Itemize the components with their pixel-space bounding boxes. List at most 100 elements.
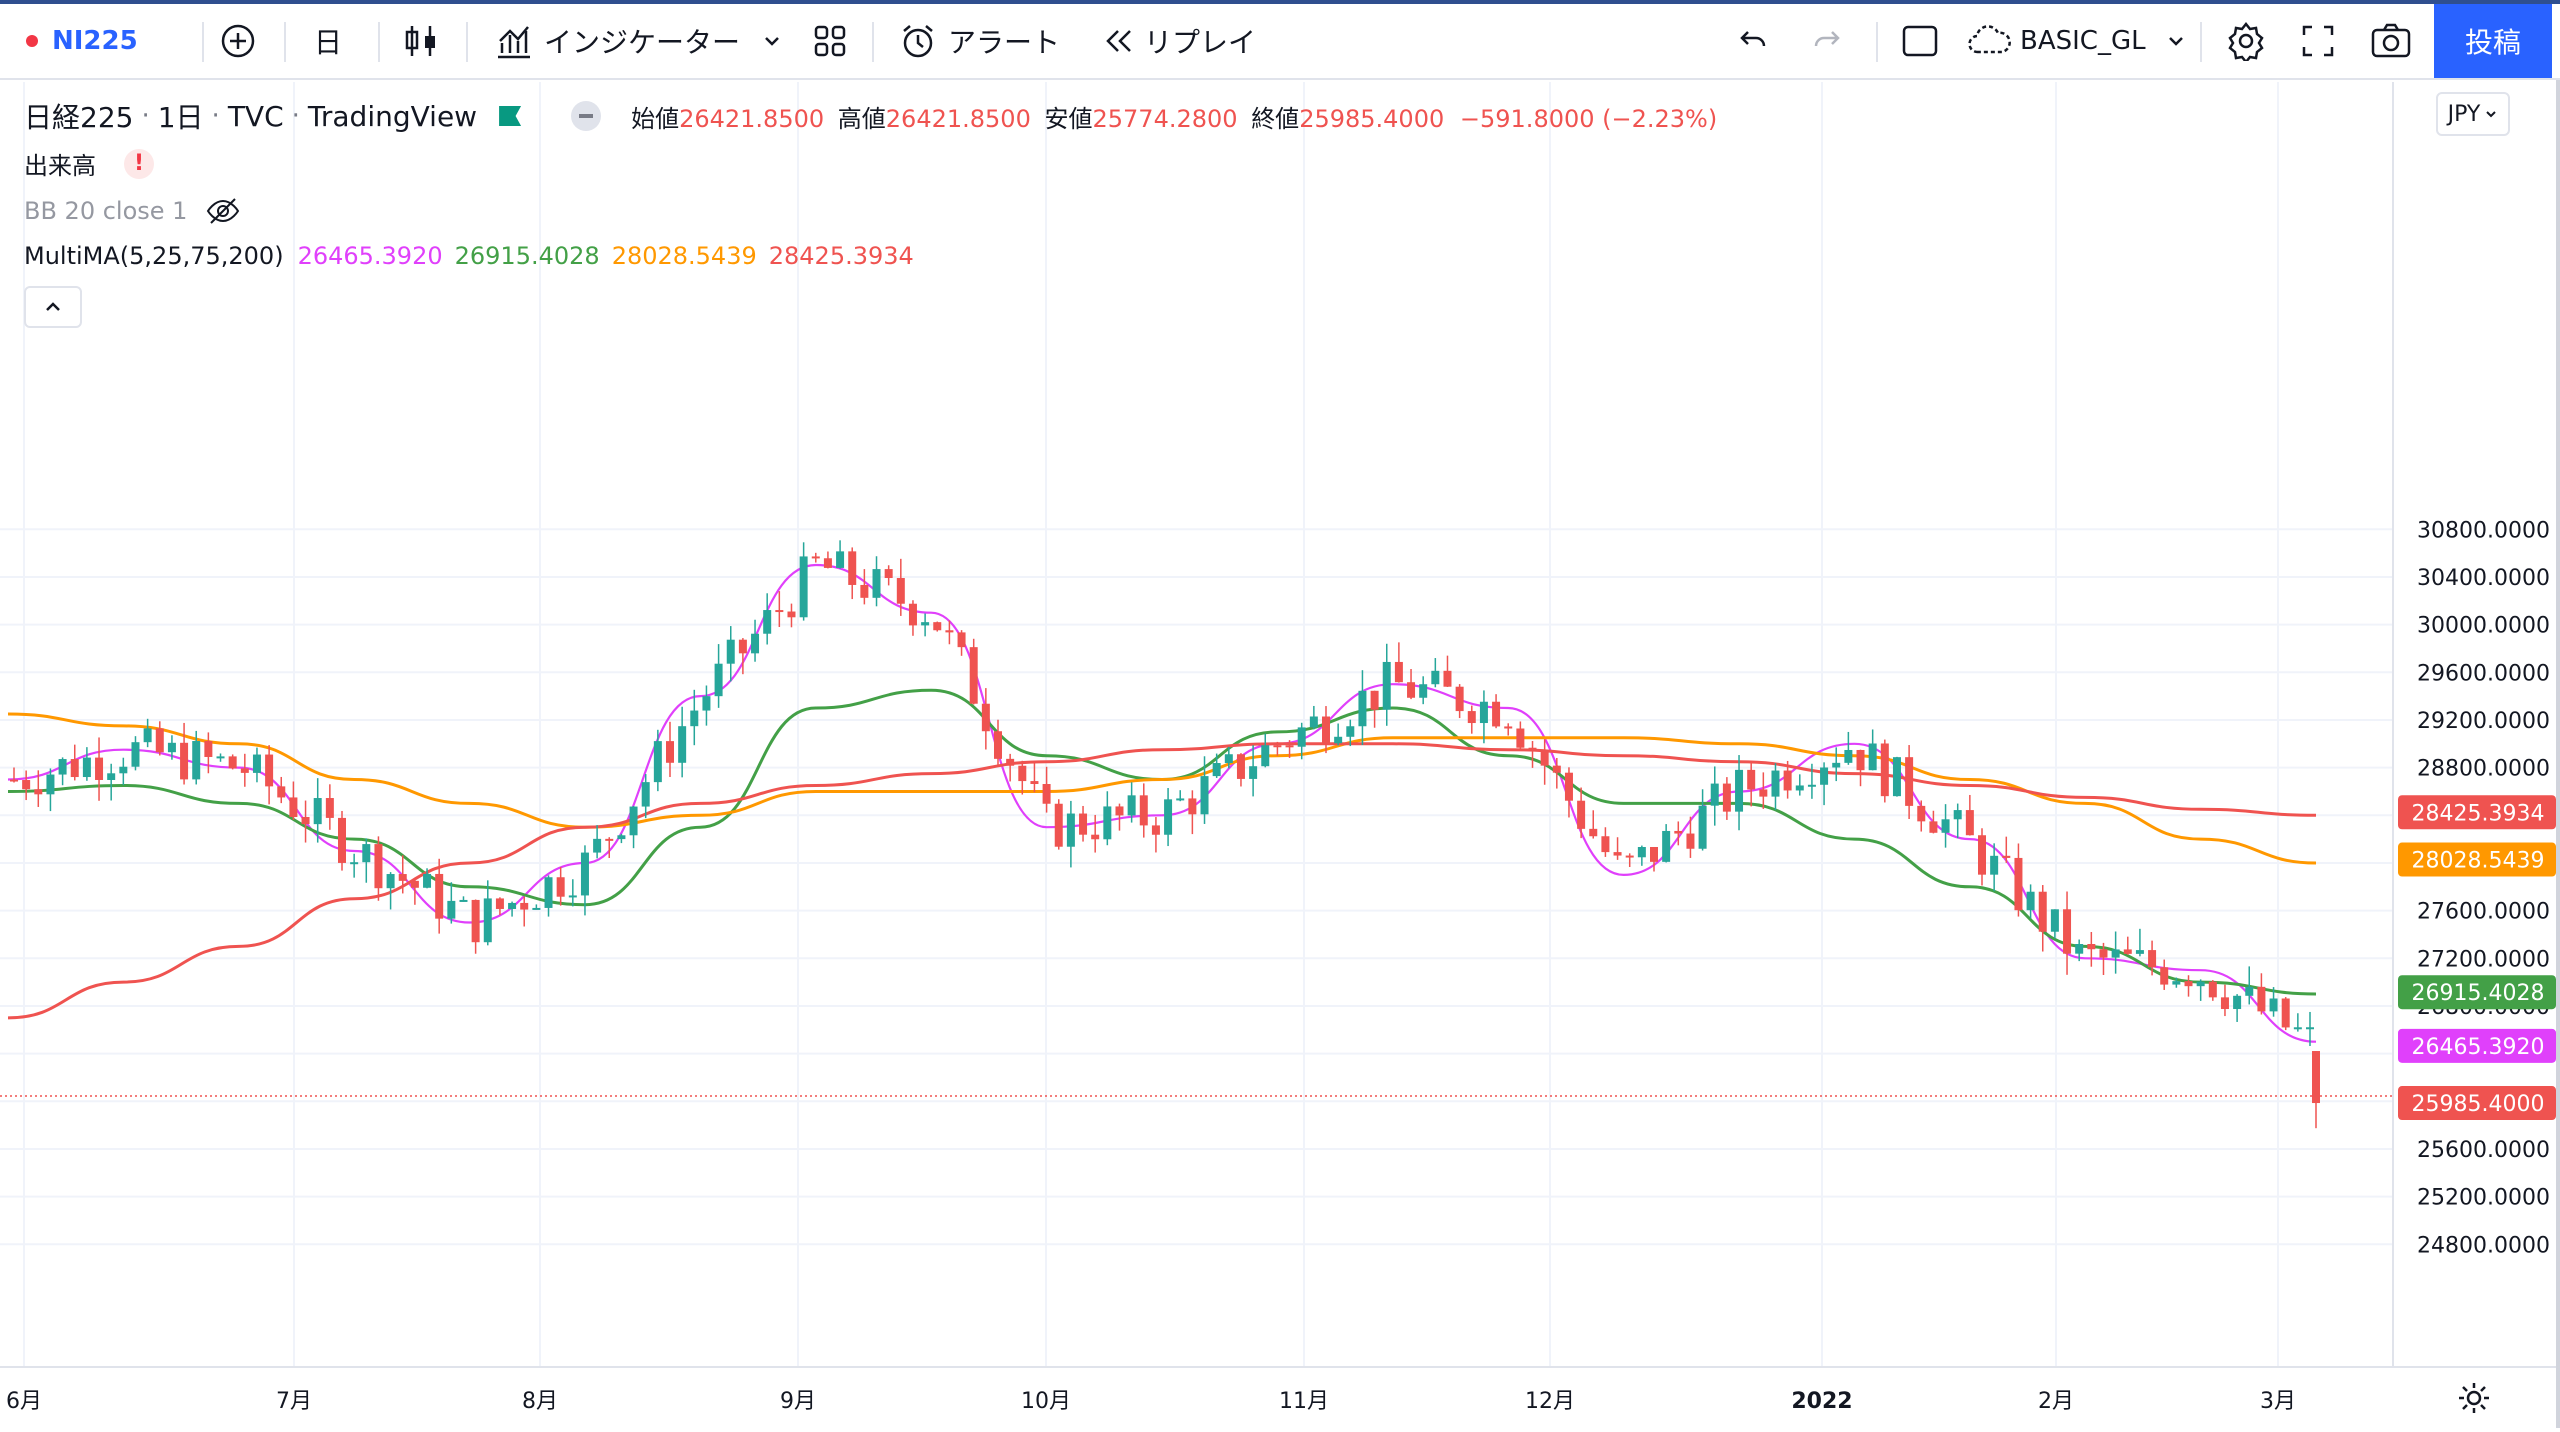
ma200-value: 28425.3934 (768, 242, 914, 270)
price-badge (2398, 975, 2556, 1010)
post-button[interactable]: 投稿 (2434, 4, 2552, 78)
candle-body (751, 633, 760, 654)
candle-body (945, 630, 954, 633)
warning-icon[interactable]: ! (124, 148, 154, 179)
candle-body (459, 899, 468, 902)
candle-body (690, 710, 699, 727)
candle-body (1905, 757, 1914, 806)
interval-label: 日 (314, 26, 343, 59)
camera-icon (2371, 23, 2411, 58)
candle-body (860, 584, 869, 598)
layout-mode-button[interactable] (1900, 4, 1940, 78)
price-chart[interactable] (0, 82, 2392, 1366)
collapse-legend-button[interactable] (24, 286, 82, 328)
time-tick-label: 8月 (522, 1389, 558, 1414)
price-badge (2398, 1086, 2556, 1121)
candle-body (1698, 805, 1707, 849)
price-badge (2398, 795, 2556, 830)
candle-body (2208, 981, 2217, 998)
candle-body (313, 798, 322, 825)
eye-hidden-icon[interactable] (205, 196, 241, 226)
candle-body (1382, 661, 1391, 710)
bb-label[interactable]: BB 20 close 1 (24, 197, 188, 225)
symbol-selector[interactable]: NI225 (26, 4, 138, 78)
candle-body (1370, 690, 1379, 710)
candle-body (1820, 767, 1829, 785)
candle-body (1431, 670, 1440, 685)
candle-body (398, 874, 407, 881)
candle-body (532, 907, 541, 910)
time-tick-label: 11月 (1279, 1389, 1329, 1414)
fullscreen-button[interactable] (2300, 4, 2336, 78)
close-value: 25985.4000 (1299, 104, 1445, 133)
candle-body (423, 873, 432, 888)
candle-body (2172, 981, 2181, 985)
indicators-button[interactable]: インジケーター (494, 4, 740, 78)
time-tick-label: 2月 (2038, 1389, 2074, 1414)
candle-body (1127, 795, 1136, 816)
candle-body (216, 756, 225, 759)
candle-body (143, 728, 152, 743)
candle-body (2099, 949, 2108, 958)
candle-body (666, 741, 674, 763)
candle-body (1297, 727, 1306, 747)
volume-label[interactable]: 出来高 (24, 152, 96, 180)
candle-body (435, 873, 444, 919)
candle-body (1625, 855, 1634, 858)
multima-label[interactable]: MultiMA(5,25,75,200) (24, 242, 284, 270)
redo-button[interactable] (1810, 4, 1844, 78)
top-accent-line (0, 0, 2560, 4)
candle-body (1066, 813, 1075, 847)
currency-selector[interactable]: JPY (2436, 92, 2510, 136)
interval-button[interactable]: 日 (314, 4, 342, 78)
candle-body (1650, 846, 1658, 862)
candle-body (1164, 799, 1173, 835)
compare-button[interactable] (218, 4, 258, 78)
candle-body (872, 569, 881, 598)
ma25-value: 26915.4028 (454, 242, 600, 270)
post-label: 投稿 (2464, 26, 2521, 59)
candle-body (2038, 891, 2047, 932)
candle-body (1273, 745, 1282, 748)
candle-body (1613, 852, 1622, 856)
indicator-templates-button[interactable] (760, 4, 784, 78)
main-series-legend: 日経225 · 1日 · TVC · TradingView 始値26421.8… (24, 96, 1717, 136)
replay-button[interactable]: リプレイ (1100, 4, 1256, 78)
candle-body (447, 900, 456, 919)
price-axis[interactable]: 30800.0000 30400.0000 30000.0000 29600.0000… (2392, 82, 2560, 1366)
plus-circle-icon (221, 24, 255, 58)
time-axis[interactable]: 6月 7月 8月 9月 10月 11月 12月 2022 2月 3月 (0, 1366, 2560, 1430)
candle-body (1844, 749, 1853, 763)
candle-body (799, 556, 808, 618)
redo-icon (1814, 31, 1840, 47)
candle-body (2026, 891, 2035, 911)
price-tick-label: 25200.0000 (2417, 1186, 2550, 1211)
time-tick-label: 2022 (1791, 1389, 1852, 1414)
candle-body (1504, 726, 1513, 729)
candle-body (95, 757, 104, 780)
candle-body (1115, 806, 1124, 816)
snapshot-button[interactable] (2370, 4, 2412, 78)
candle-body (1601, 836, 1610, 853)
live-dot-icon (26, 35, 38, 47)
sun-settings-icon[interactable] (2456, 1380, 2492, 1416)
candle-body (2245, 986, 2254, 996)
alert-button[interactable]: アラート (898, 4, 1060, 78)
price-tick-label: 30400.0000 (2417, 566, 2550, 591)
candle-body (1892, 757, 1901, 797)
time-tick-label: 6月 (6, 1389, 42, 1414)
candle-body (738, 639, 747, 654)
chart-type-button[interactable] (400, 4, 442, 78)
candle-body (702, 696, 711, 711)
layouts-button[interactable] (812, 4, 848, 78)
legend-toggle-button[interactable] (571, 101, 602, 131)
candle-body (2293, 1027, 2302, 1030)
candle-body (1249, 766, 1258, 779)
legend-title[interactable]: 日経225 (24, 101, 134, 134)
undo-button[interactable] (1736, 4, 1770, 78)
legend-dot: · (141, 101, 150, 131)
candle-body (1662, 830, 1671, 862)
layout-name-button[interactable]: BASIC_GL (1966, 4, 2188, 78)
settings-button[interactable] (2226, 4, 2266, 78)
candle-body (1880, 743, 1889, 797)
